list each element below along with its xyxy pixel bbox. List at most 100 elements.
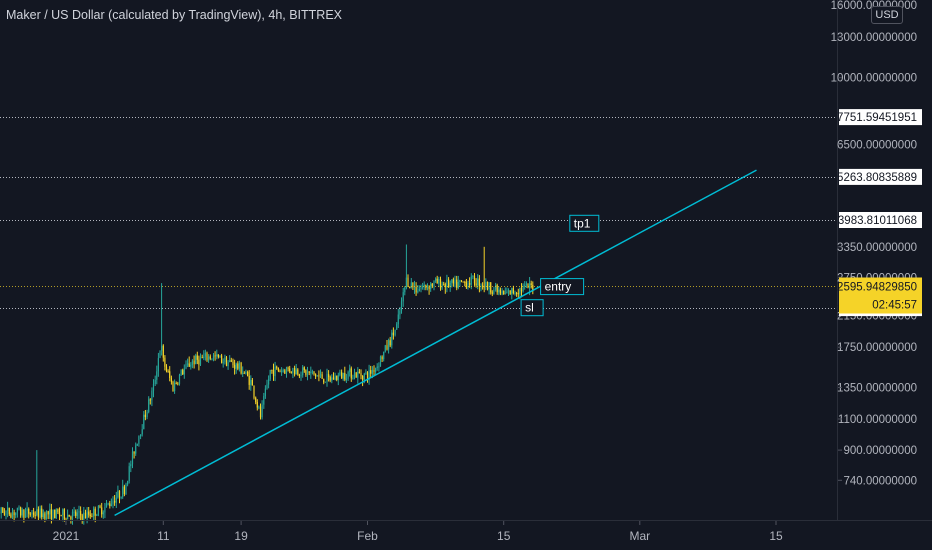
annotation-tp1: tp1 bbox=[569, 214, 600, 232]
y-tick-label: 1100.00000000 bbox=[838, 414, 917, 426]
candle-body bbox=[285, 367, 288, 374]
time-axis[interactable]: 2021 11 19 Feb 15 Mar 15 bbox=[53, 521, 783, 543]
candle-body bbox=[211, 358, 213, 360]
candle-body bbox=[68, 514, 70, 517]
candle-body bbox=[227, 362, 229, 367]
candle-body bbox=[486, 281, 489, 290]
candle-body bbox=[313, 371, 315, 375]
candle-body bbox=[93, 508, 95, 517]
candle-body bbox=[182, 370, 184, 375]
candle-body bbox=[258, 406, 260, 408]
candle-body bbox=[47, 511, 49, 515]
annotation-box bbox=[569, 214, 600, 232]
level-label-box bbox=[839, 168, 922, 185]
candle-body bbox=[190, 364, 192, 367]
candle-body bbox=[477, 278, 479, 286]
candle-body bbox=[133, 451, 135, 454]
candle-body bbox=[71, 512, 74, 520]
candle-body bbox=[52, 509, 54, 520]
candle-body bbox=[405, 277, 407, 288]
candle-body bbox=[397, 314, 399, 325]
candle-body bbox=[62, 509, 64, 516]
candle-body bbox=[428, 286, 430, 290]
candle-body bbox=[451, 279, 453, 283]
candle-body bbox=[140, 434, 142, 437]
candle-body bbox=[34, 514, 36, 516]
candle-body bbox=[118, 490, 121, 498]
candle-body bbox=[250, 379, 252, 385]
candle-body bbox=[86, 511, 88, 519]
candle-body bbox=[127, 481, 129, 485]
candle-body bbox=[212, 355, 215, 359]
candle-body bbox=[131, 451, 134, 465]
x-tick-label: 15 bbox=[497, 529, 511, 543]
level-price-label: 7751.59451951 bbox=[837, 109, 922, 126]
candle-body bbox=[36, 509, 38, 516]
candle-body bbox=[375, 368, 377, 372]
candle-body bbox=[63, 509, 65, 519]
candle-body bbox=[165, 366, 168, 372]
price-axis[interactable]: 16000.0000000013000.0000000010000.000000… bbox=[831, 0, 917, 487]
candle-body bbox=[55, 509, 57, 519]
candle-body bbox=[410, 282, 412, 288]
candle-body bbox=[501, 290, 503, 294]
candle-body bbox=[483, 286, 485, 288]
candle-body bbox=[488, 282, 490, 290]
candle-body bbox=[504, 293, 506, 295]
candle-body bbox=[203, 356, 205, 358]
candle-body bbox=[221, 355, 223, 363]
candle-body bbox=[130, 464, 132, 467]
candle-body bbox=[237, 363, 239, 369]
candle-body bbox=[235, 363, 237, 369]
candle-body bbox=[520, 288, 523, 292]
candle-body bbox=[138, 436, 140, 444]
candle-body bbox=[149, 399, 151, 401]
candle-body bbox=[104, 507, 106, 513]
candle-body bbox=[379, 356, 382, 367]
candle-body bbox=[329, 377, 331, 381]
candle-body bbox=[96, 514, 98, 516]
candle-body bbox=[144, 414, 146, 417]
candle-body bbox=[161, 345, 163, 351]
candle-body bbox=[318, 375, 320, 377]
candle-body bbox=[243, 372, 245, 374]
candle-body bbox=[456, 279, 458, 288]
candle-body bbox=[315, 374, 317, 377]
candle-body bbox=[157, 358, 159, 372]
currency-button[interactable]: USD bbox=[871, 6, 903, 24]
candle-body bbox=[219, 355, 221, 358]
candle-body bbox=[394, 329, 396, 336]
candle-body bbox=[400, 301, 403, 311]
y-tick-label: 1750.00000000 bbox=[837, 342, 917, 354]
candle-body bbox=[491, 292, 493, 294]
candle-body bbox=[396, 324, 398, 330]
candle-body bbox=[506, 291, 508, 294]
candle-body bbox=[33, 512, 35, 515]
candle-body bbox=[16, 507, 18, 513]
candle-body bbox=[524, 285, 526, 287]
candle-body bbox=[224, 357, 226, 363]
level-label-text: 3983.81011068 bbox=[838, 215, 917, 227]
candle-body bbox=[216, 354, 218, 357]
candle-body bbox=[465, 282, 467, 288]
candle-body bbox=[105, 503, 108, 508]
candle-body bbox=[50, 509, 52, 519]
candle-body bbox=[402, 292, 404, 302]
candle-body bbox=[496, 285, 498, 293]
y-tick-label: 900.00000000 bbox=[843, 445, 917, 457]
candle-body bbox=[358, 371, 360, 374]
candle-body bbox=[433, 280, 435, 286]
candle-body bbox=[460, 280, 463, 282]
candle-body bbox=[475, 283, 477, 286]
candle-body bbox=[264, 388, 266, 397]
candle-body bbox=[136, 443, 138, 446]
candle-body bbox=[341, 372, 343, 379]
candle-body bbox=[2, 507, 4, 513]
candle-body bbox=[511, 288, 513, 295]
candle-body bbox=[289, 368, 291, 372]
candle-body bbox=[99, 506, 101, 508]
candle-body bbox=[180, 370, 182, 375]
candle-body bbox=[80, 511, 82, 516]
